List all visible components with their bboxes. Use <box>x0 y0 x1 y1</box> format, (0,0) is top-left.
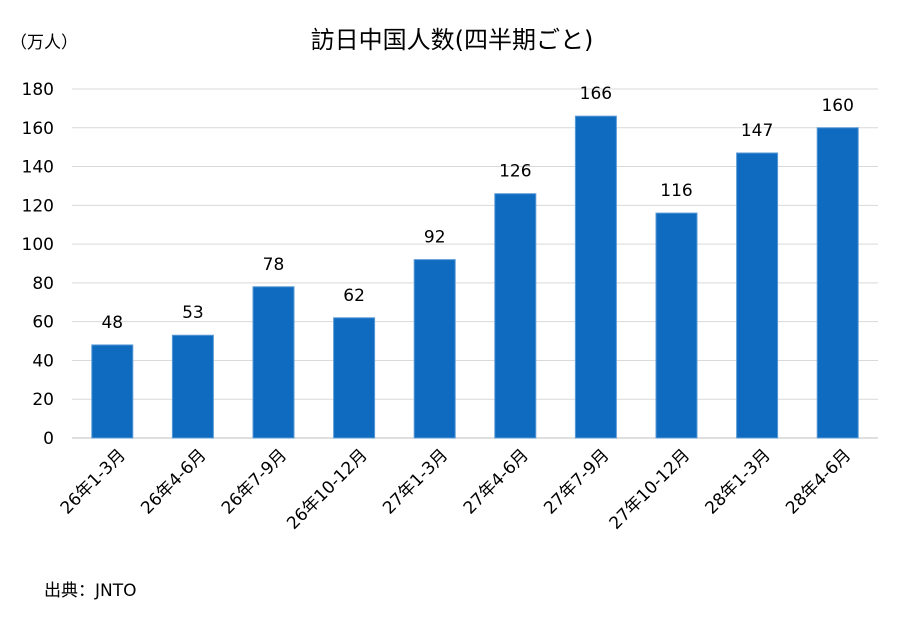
x-tick-label: 27年7-9月 <box>540 445 613 518</box>
data-labels: 48 53 78 62 92 126 166 116 147 160 <box>101 84 853 333</box>
x-tick-label: 27年4-6月 <box>460 445 533 518</box>
data-label: 78 <box>263 255 285 275</box>
bar <box>494 193 537 439</box>
data-label: 160 <box>821 96 853 116</box>
y-tick-label: 140 <box>22 158 54 178</box>
y-tick-label: 60 <box>32 313 54 333</box>
bar <box>333 317 376 439</box>
source-note: 出典：JNTO <box>44 581 137 601</box>
bar <box>413 259 456 439</box>
x-tick-label: 26年7-9月 <box>218 445 291 518</box>
chart-title: 訪日中国人数(四半期ごと) <box>311 26 594 54</box>
bar <box>816 127 859 439</box>
data-label: 126 <box>499 162 531 182</box>
y-axis: 0 20 40 60 80 100 120 140 160 180 <box>22 80 54 449</box>
data-label: 62 <box>343 286 365 306</box>
bar <box>252 286 295 439</box>
x-tick-label: 28年1-3月 <box>702 445 775 518</box>
data-label: 116 <box>660 181 692 201</box>
bar <box>655 212 698 439</box>
y-tick-label: 80 <box>32 274 54 294</box>
y-tick-label: 120 <box>22 196 54 216</box>
x-tick-label: 26年1-3月 <box>57 445 130 518</box>
bar <box>91 344 134 439</box>
x-tick-label: 27年10-12月 <box>606 445 694 533</box>
data-label: 147 <box>741 121 773 141</box>
data-label: 166 <box>580 84 612 104</box>
y-unit-label: （万人） <box>10 33 78 53</box>
bar <box>171 334 214 439</box>
y-tick-label: 100 <box>22 235 54 255</box>
y-tick-label: 0 <box>43 429 54 449</box>
x-tick-label: 27年1-3月 <box>379 445 452 518</box>
bars <box>91 115 859 439</box>
y-tick-label: 180 <box>22 80 54 100</box>
data-label: 53 <box>182 303 204 323</box>
data-label: 92 <box>424 228 446 248</box>
y-tick-label: 20 <box>32 390 54 410</box>
bar <box>574 115 617 439</box>
x-tick-label: 26年4-6月 <box>137 445 210 518</box>
x-tick-label: 28年4-6月 <box>782 445 855 518</box>
x-tick-label: 26年10-12月 <box>283 445 371 533</box>
bar <box>736 152 779 439</box>
y-tick-label: 40 <box>32 351 54 371</box>
data-label: 48 <box>101 313 123 333</box>
y-tick-label: 160 <box>22 119 54 139</box>
